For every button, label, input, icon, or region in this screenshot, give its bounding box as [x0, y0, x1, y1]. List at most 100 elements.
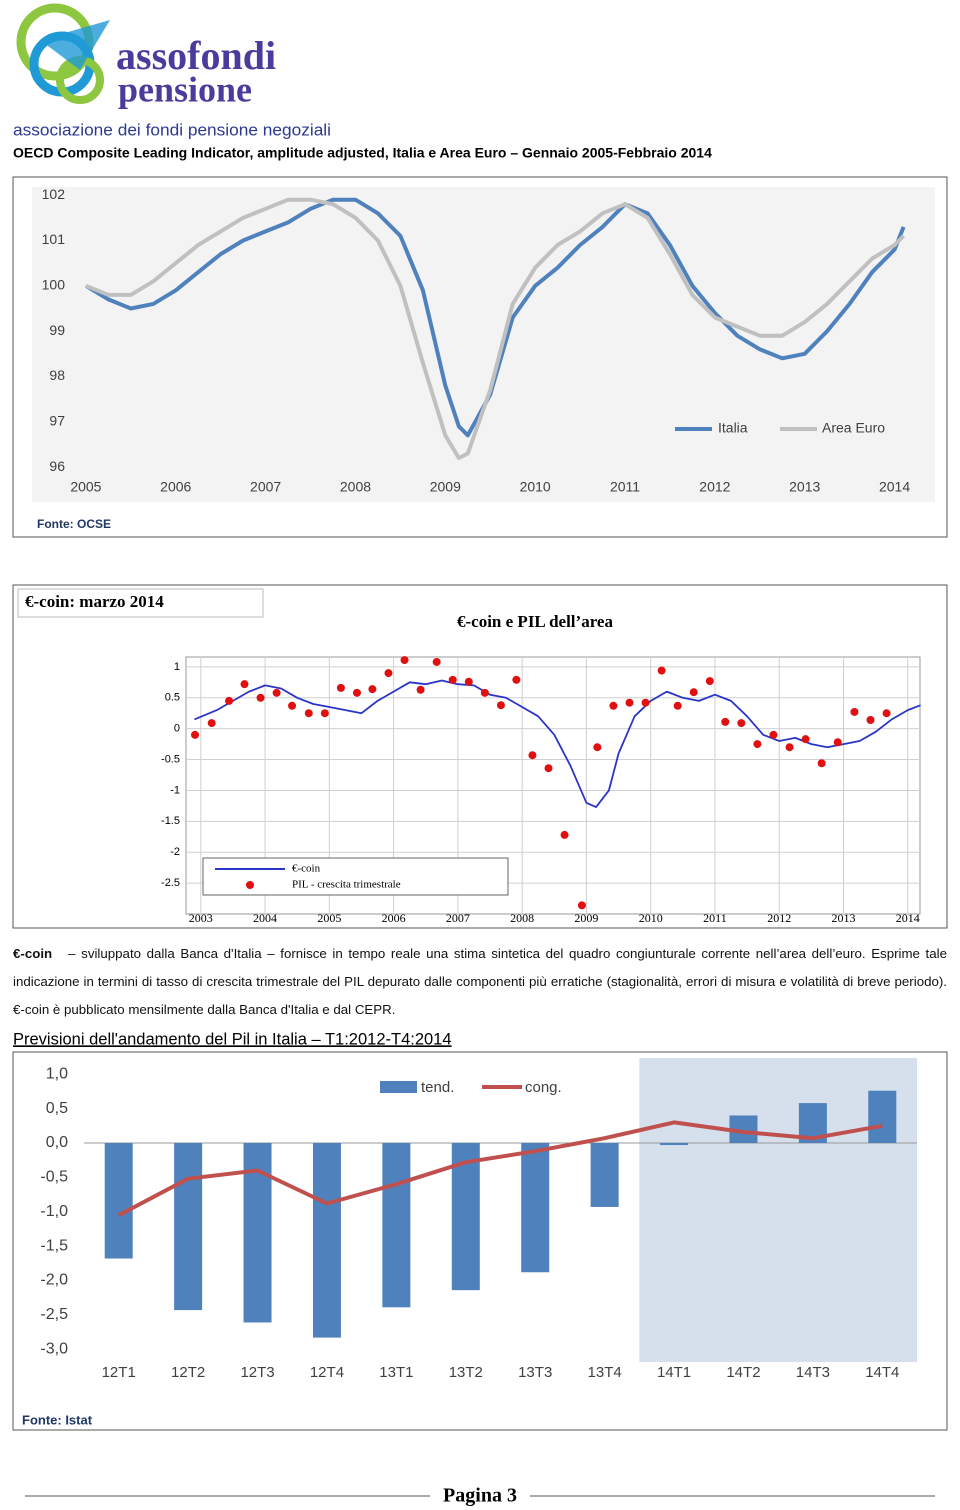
bar — [521, 1142, 550, 1273]
x-tick-label: 2006 — [382, 911, 406, 925]
y-tick-label: -2,5 — [40, 1306, 68, 1323]
x-tick-label: 12T1 — [102, 1364, 136, 1381]
data-point — [625, 698, 634, 707]
y-tick-label: 0.5 — [165, 692, 180, 704]
y-tick-label: -2,0 — [40, 1272, 68, 1289]
logo-tagline: associazione dei fondi pensione negozial… — [13, 120, 331, 139]
data-point — [416, 685, 425, 694]
data-point — [272, 688, 281, 697]
data-point — [448, 675, 457, 684]
data-point — [288, 701, 297, 710]
data-point — [769, 730, 778, 739]
bar — [451, 1142, 480, 1291]
legend-box — [202, 857, 509, 896]
bar — [104, 1142, 133, 1259]
y-tick-label: -1,0 — [40, 1203, 68, 1220]
legend-swatch — [380, 1081, 417, 1093]
y-tick-label: -1 — [170, 784, 180, 796]
legend-label: cong. — [525, 1079, 562, 1096]
data-point — [560, 830, 569, 839]
x-tick-label: 13T1 — [379, 1364, 413, 1381]
x-tick-label: 2008 — [340, 479, 371, 495]
y-tick-label: 102 — [42, 186, 66, 202]
data-point — [866, 716, 875, 725]
x-tick-label: 2005 — [70, 479, 101, 495]
x-tick-label: 14T1 — [657, 1364, 691, 1381]
x-tick-label: 2003 — [189, 911, 213, 925]
chart: 1,0 0,5 0,0 -0,5 -1,0 -1,5 -2,0 -2,5 -3,0 12T1 12T… — [20, 1058, 940, 1388]
data-point — [850, 707, 859, 716]
label-box — [17, 588, 264, 618]
data-point — [673, 701, 682, 710]
legend-label: Italia — [718, 420, 748, 436]
data-point — [721, 717, 730, 726]
bar — [590, 1142, 619, 1207]
y-tick-label: -1.5 — [161, 815, 180, 827]
x-tick-label: 14T2 — [726, 1364, 760, 1381]
series-line — [117, 1120, 883, 1217]
paragraph-text: – sviluppato dalla Banca d'Italia – forn… — [13, 946, 947, 1017]
y-tick-label: -0,5 — [40, 1169, 68, 1186]
series-line — [194, 679, 921, 808]
chart: 96 97 98 99 100 101 102 2005 2006 2007 2008 2009 201… — [32, 186, 935, 502]
x-tick-label: 14T3 — [796, 1364, 830, 1381]
data-point — [384, 669, 393, 678]
x-tick-label: 14T4 — [865, 1364, 899, 1381]
source: Fonte: OCSE — [37, 517, 111, 531]
chart-title: Previsioni dell'andamento del Pil in Ita… — [13, 1030, 452, 1048]
data-point — [753, 740, 762, 749]
data-point — [400, 656, 409, 665]
x-tick-label: 2010 — [639, 911, 663, 925]
bar — [312, 1142, 341, 1338]
logo-text: assofondi — [116, 33, 276, 78]
data-point — [705, 677, 714, 686]
data-point — [368, 685, 377, 694]
legend-label: PIL - crescita trimestrale — [292, 879, 401, 891]
x-tick-label: 13T2 — [449, 1364, 483, 1381]
data-point — [304, 709, 313, 718]
data-point — [689, 688, 698, 697]
chart-title: €-coin e PIL dell’area — [457, 612, 613, 631]
y-tick-label: 101 — [42, 231, 66, 247]
data-point — [577, 901, 586, 910]
x-tick-label: 2009 — [430, 479, 461, 495]
y-tick-label: 100 — [42, 277, 66, 293]
x-tick-label: 2009 — [574, 911, 598, 925]
legend-label: €-coin — [292, 863, 321, 875]
x-tick-label: 2007 — [446, 911, 470, 925]
data-point — [657, 666, 666, 675]
y-tick-label: 98 — [49, 367, 65, 383]
x-tick-label: 2008 — [510, 911, 534, 925]
data-point — [882, 709, 891, 718]
y-tick-label: 1 — [174, 661, 180, 673]
data-point — [609, 701, 618, 710]
source: Fonte: Istat — [22, 1412, 93, 1427]
data-point — [641, 698, 650, 707]
data-point — [512, 675, 521, 684]
x-tick-label: 2011 — [610, 479, 640, 495]
x-tick-label: 12T4 — [310, 1364, 344, 1381]
y-tick-label: 0 — [174, 723, 180, 735]
y-tick-label: -0.5 — [161, 753, 180, 765]
x-tick-label: 12T3 — [240, 1364, 274, 1381]
x-tick-label: 2005 — [317, 911, 341, 925]
data-point — [801, 735, 810, 744]
x-tick-label: 13T4 — [588, 1364, 622, 1381]
chart-label: €-coin: marzo 2014 — [25, 592, 164, 611]
data-point — [352, 688, 361, 697]
bar — [660, 1142, 689, 1146]
x-tick-label: 2004 — [253, 911, 277, 925]
data-point — [432, 657, 441, 666]
data-point — [833, 738, 842, 747]
bar — [382, 1142, 411, 1308]
chart: €-coin: marzo 2014 €-coin e PIL dell’area… — [17, 588, 921, 925]
x-tick-label: 2014 — [879, 479, 910, 495]
data-point — [785, 743, 794, 752]
x-tick-label: 2013 — [832, 911, 856, 925]
y-tick-label: 99 — [49, 322, 65, 338]
legend-swatch — [246, 881, 254, 889]
data-point — [480, 688, 489, 697]
y-tick-label: 97 — [49, 412, 65, 428]
y-tick-label: -2 — [170, 846, 180, 858]
